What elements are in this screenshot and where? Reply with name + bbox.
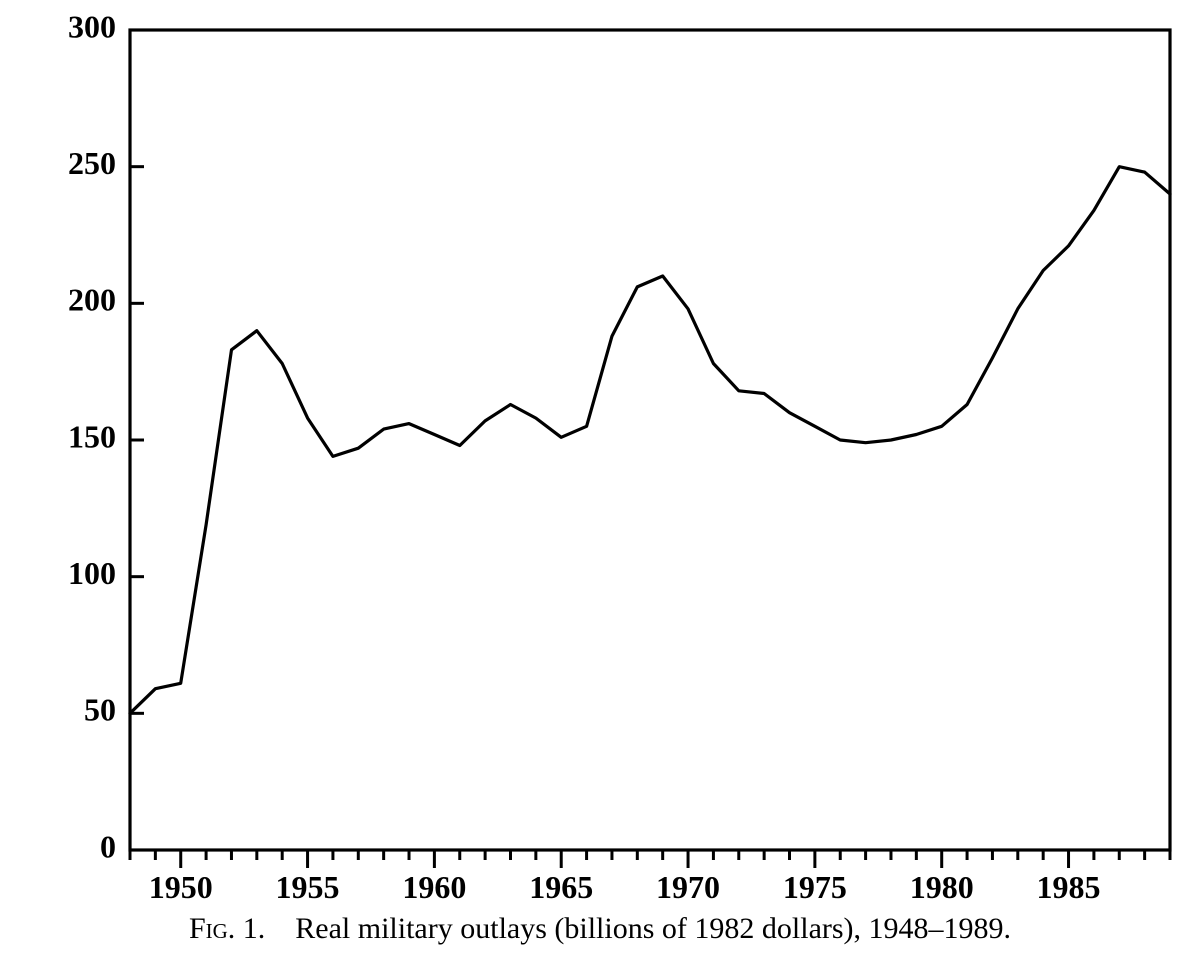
- y-tick-label: 100: [68, 555, 116, 591]
- y-tick-label: 300: [68, 8, 116, 44]
- y-tick-label: 150: [68, 418, 116, 454]
- y-tick-label: 250: [68, 145, 116, 181]
- y-tick-label: 50: [84, 692, 116, 728]
- x-tick-label: 1985: [1037, 869, 1101, 905]
- x-tick-label: 1980: [910, 869, 974, 905]
- figure-caption: Fig. 1. Real military outlays (billions …: [0, 912, 1200, 946]
- y-tick-label: 200: [68, 282, 116, 318]
- chart-container: 0 50 100 150 200 250 300 1950 1955 1960 1965 1970 19…: [0, 0, 1200, 968]
- line-chart: 0 50 100 150 200 250 300 1950 1955 1960 1965 1970 19…: [0, 0, 1200, 968]
- x-tick-label: 1965: [529, 869, 593, 905]
- x-tick-label: 1955: [276, 869, 340, 905]
- chart-background: [0, 0, 1200, 968]
- x-tick-label: 1950: [149, 869, 213, 905]
- y-tick-label: 0: [100, 828, 116, 864]
- x-tick-label: 1970: [656, 869, 720, 905]
- figure-caption-text: Real military outlays (billions of 1982 …: [295, 912, 1011, 945]
- figure-label: Fig. 1.: [189, 912, 265, 945]
- x-tick-label: 1960: [402, 869, 466, 905]
- x-tick-label: 1975: [783, 869, 847, 905]
